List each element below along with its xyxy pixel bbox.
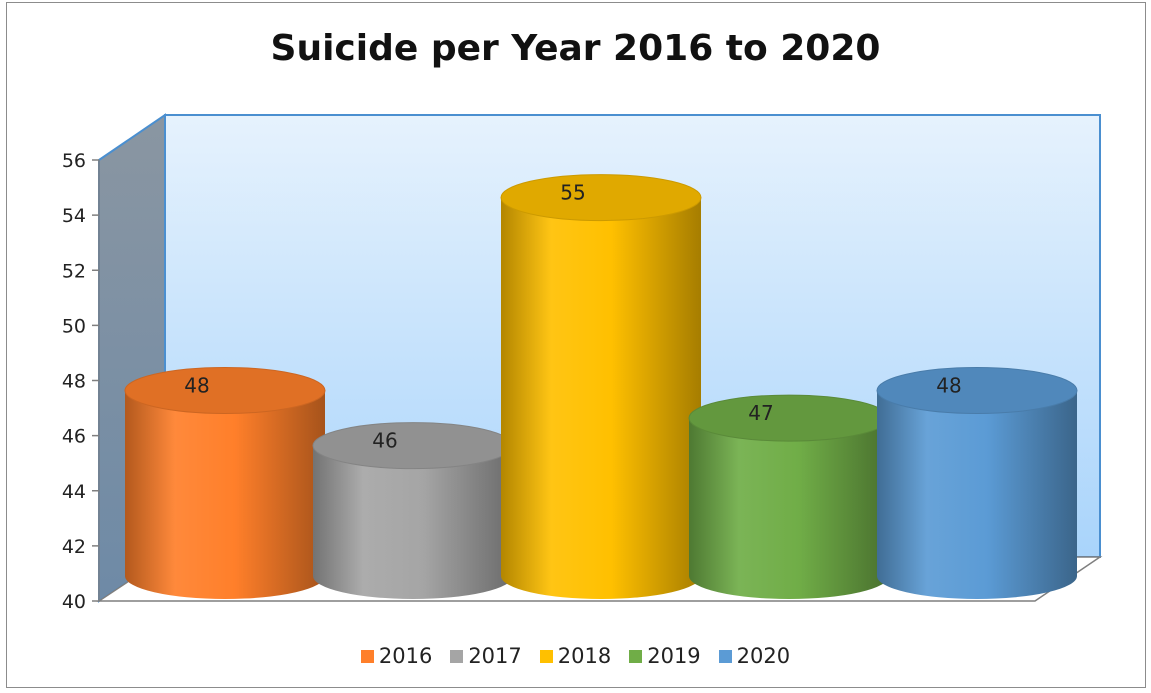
legend-label: 2019 <box>647 644 701 668</box>
y-tick-label: 52 <box>62 260 86 282</box>
legend-label: 2018 <box>557 644 612 668</box>
bar-body <box>689 418 889 599</box>
bar-2017: 46 <box>312 422 514 599</box>
legend-label: 2020 <box>736 644 791 668</box>
bar-series: 48 46 55 47 48 <box>124 174 1078 599</box>
data-label: 48 <box>184 374 209 398</box>
bar-body <box>125 390 325 599</box>
bar-top <box>312 422 514 470</box>
bar-body <box>501 197 701 599</box>
legend-label: 2017 <box>468 644 522 668</box>
bar-top <box>876 367 1078 414</box>
bar-top <box>688 394 890 442</box>
y-tick-label: 50 <box>62 315 86 337</box>
bar-body <box>877 390 1077 599</box>
data-label: 55 <box>560 181 585 205</box>
legend-item-2020: 2020 <box>718 644 791 668</box>
bar-2018: 55 <box>500 174 702 599</box>
legend-item-2016: 2016 <box>360 644 433 668</box>
y-tick-label: 46 <box>62 426 86 448</box>
bar-top <box>500 174 702 222</box>
bar-2020: 48 <box>876 367 1078 599</box>
bar-2019: 47 <box>688 394 890 599</box>
y-tick-label: 42 <box>62 536 86 558</box>
bar-2016: 48 <box>124 367 326 599</box>
legend-swatch <box>539 649 553 663</box>
data-label: 46 <box>372 429 397 453</box>
legend: 2016 2017 2018 2019 2020 <box>0 644 1151 668</box>
legend-swatch <box>450 649 464 663</box>
y-tick-label: 56 <box>62 150 86 172</box>
legend-swatch <box>360 649 374 663</box>
y-tick-label: 54 <box>62 205 86 227</box>
y-tick-label: 44 <box>62 481 86 503</box>
legend-label: 2016 <box>378 644 433 668</box>
bar-top <box>124 367 326 414</box>
legend-item-2017: 2017 <box>450 644 522 668</box>
legend-swatch <box>629 649 643 663</box>
data-label: 48 <box>936 374 961 398</box>
y-axis: 40 42 44 46 48 50 52 54 56 <box>62 150 100 613</box>
legend-item-2019: 2019 <box>629 644 701 668</box>
y-tick-label: 48 <box>62 371 86 393</box>
legend-swatch <box>718 649 732 663</box>
data-label: 47 <box>748 401 773 425</box>
legend-item-2018: 2018 <box>539 644 612 668</box>
y-tick-label: 40 <box>62 591 86 613</box>
bar-body <box>313 445 513 599</box>
chart-title: Suicide per Year 2016 to 2020 <box>270 28 881 69</box>
